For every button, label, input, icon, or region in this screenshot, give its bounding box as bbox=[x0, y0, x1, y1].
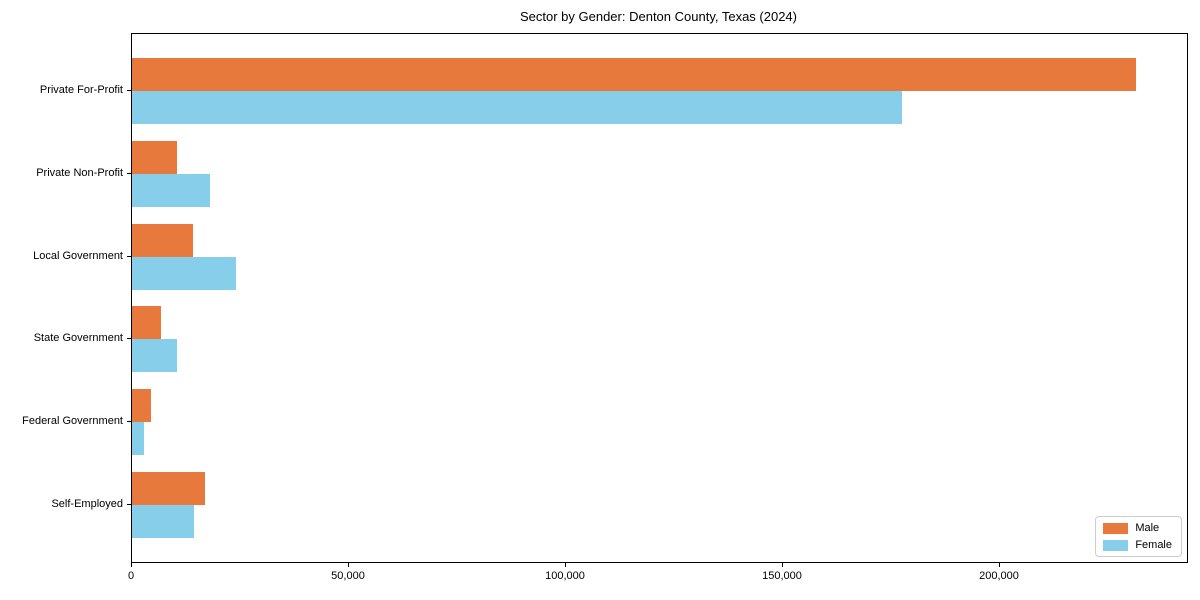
y-tick-mark bbox=[127, 90, 131, 91]
x-tick-label: 150,000 bbox=[762, 570, 802, 582]
x-tick-mark bbox=[782, 563, 783, 567]
bar-male-local-government bbox=[132, 224, 193, 257]
legend-item-male: Male bbox=[1103, 522, 1172, 534]
x-tick-label: 0 bbox=[127, 570, 135, 582]
bar-female-self-employed bbox=[132, 505, 194, 538]
x-tick-mark bbox=[999, 563, 1000, 567]
y-axis-label-local-government: Local Government bbox=[33, 250, 123, 262]
bar-female-local-government bbox=[132, 257, 237, 290]
legend-item-female: Female bbox=[1103, 539, 1172, 551]
x-tick-label: 100,000 bbox=[545, 570, 585, 582]
bar-male-private-for-profit bbox=[132, 58, 1137, 91]
x-tick-label: 50,000 bbox=[331, 570, 365, 582]
y-tick-mark bbox=[127, 504, 131, 505]
y-axis-label-federal-government: Federal Government bbox=[22, 415, 123, 427]
legend: Male Female bbox=[1095, 516, 1182, 557]
y-tick-mark bbox=[127, 173, 131, 174]
x-tick-mark bbox=[131, 563, 132, 567]
y-axis-label-state-government: State Government bbox=[33, 332, 123, 344]
bar-female-private-non-profit bbox=[132, 174, 211, 207]
bar-male-state-government bbox=[132, 306, 162, 339]
chart-title: Sector by Gender: Denton County, Texas (… bbox=[519, 9, 797, 24]
bar-female-federal-government bbox=[132, 422, 145, 455]
y-axis-label-private-non-profit: Private Non-Profit bbox=[36, 167, 123, 179]
bar-female-private-for-profit bbox=[132, 91, 903, 124]
legend-label-male: Male bbox=[1135, 522, 1160, 534]
x-tick-mark bbox=[565, 563, 566, 567]
x-tick-mark bbox=[348, 563, 349, 567]
y-tick-mark bbox=[127, 338, 131, 339]
bar-female-state-government bbox=[132, 339, 178, 372]
legend-label-female: Female bbox=[1135, 539, 1172, 551]
legend-swatch-female bbox=[1103, 539, 1129, 551]
y-axis-label-self-employed: Self-Employed bbox=[51, 498, 123, 510]
x-tick-label: 200,000 bbox=[979, 570, 1019, 582]
bar-male-self-employed bbox=[132, 472, 206, 505]
bar-male-federal-government bbox=[132, 389, 152, 422]
y-tick-mark bbox=[127, 256, 131, 257]
plot-area: Male Female bbox=[131, 33, 1188, 563]
y-tick-mark bbox=[127, 421, 131, 422]
bar-male-private-non-profit bbox=[132, 141, 178, 174]
y-axis-label-private-for-profit: Private For-Profit bbox=[39, 84, 123, 96]
legend-swatch-male bbox=[1103, 522, 1129, 534]
